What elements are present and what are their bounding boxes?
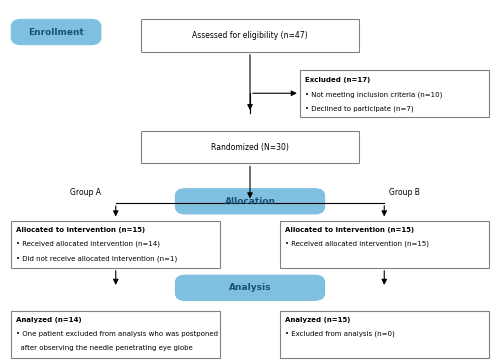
Text: • Received allocated intervention (n=14): • Received allocated intervention (n=14)	[16, 241, 161, 248]
FancyBboxPatch shape	[140, 19, 360, 52]
Text: • Received allocated intervention (n=15): • Received allocated intervention (n=15)	[285, 241, 429, 248]
Text: Assessed for eligibility (n=47): Assessed for eligibility (n=47)	[192, 31, 308, 40]
Text: • Excluded from analysis (n=0): • Excluded from analysis (n=0)	[285, 331, 395, 338]
Text: Group A: Group A	[70, 188, 102, 197]
Text: Allocation: Allocation	[224, 197, 276, 206]
Text: Randomized (N=30): Randomized (N=30)	[211, 143, 289, 152]
Text: • Declined to participate (n=7): • Declined to participate (n=7)	[304, 106, 414, 113]
Text: Group B: Group B	[388, 188, 420, 197]
Text: • Did not receive allocated intervention (n=1): • Did not receive allocated intervention…	[16, 255, 177, 262]
FancyBboxPatch shape	[12, 221, 220, 268]
Text: Analyzed (n=14): Analyzed (n=14)	[16, 317, 82, 323]
Text: Allocated to intervention (n=15): Allocated to intervention (n=15)	[16, 227, 146, 233]
Text: Excluded (n=17): Excluded (n=17)	[304, 77, 370, 83]
FancyBboxPatch shape	[12, 311, 220, 358]
Text: after observing the needle penetrating eye globe: after observing the needle penetrating e…	[16, 346, 193, 351]
Text: • Not meeting inclusion criteria (n=10): • Not meeting inclusion criteria (n=10)	[304, 91, 442, 98]
FancyBboxPatch shape	[300, 70, 488, 117]
Text: Allocated to intervention (n=15): Allocated to intervention (n=15)	[285, 227, 414, 233]
FancyBboxPatch shape	[12, 19, 101, 45]
FancyBboxPatch shape	[280, 311, 488, 358]
FancyBboxPatch shape	[140, 131, 360, 163]
FancyBboxPatch shape	[176, 275, 324, 300]
Text: Enrollment: Enrollment	[28, 28, 84, 37]
FancyBboxPatch shape	[280, 221, 488, 268]
Text: • One patient excluded from analysis who was postponed: • One patient excluded from analysis who…	[16, 331, 218, 337]
Text: Analysis: Analysis	[229, 283, 271, 292]
FancyBboxPatch shape	[176, 189, 324, 214]
Text: Analyzed (n=15): Analyzed (n=15)	[285, 317, 350, 323]
